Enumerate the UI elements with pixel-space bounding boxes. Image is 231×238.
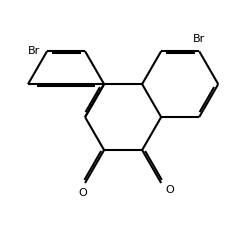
Text: O: O [79,188,88,198]
Text: Br: Br [193,34,205,44]
Text: Br: Br [28,46,40,56]
Text: O: O [165,185,174,195]
